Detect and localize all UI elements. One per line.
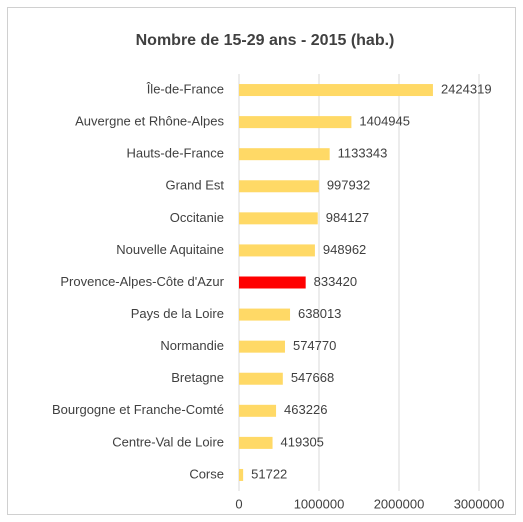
- value-label: 984127: [326, 210, 369, 225]
- value-label: 51722: [251, 466, 287, 481]
- value-label: 1133343: [338, 146, 388, 161]
- x-tick-label: 3000000: [454, 496, 505, 511]
- value-label: 574770: [293, 338, 336, 353]
- y-tick-label: Bourgogne et Franche-Comté: [52, 402, 224, 417]
- x-tick-label: 2000000: [374, 496, 425, 511]
- y-tick-label: Normandie: [160, 338, 224, 353]
- y-tick-label: Auvergne et Rhône-Alpes: [75, 114, 224, 129]
- value-label: 997932: [327, 178, 370, 193]
- y-tick-label: Occitanie: [170, 210, 224, 225]
- bar: [239, 404, 277, 417]
- bar: [239, 212, 318, 225]
- bar: [239, 436, 273, 449]
- y-tick-label: Île-de-France: [146, 81, 224, 96]
- value-label: 2424319: [441, 81, 492, 96]
- x-tick-label: 1000000: [294, 496, 345, 511]
- y-tick-label: Centre-Val de Loire: [112, 434, 224, 449]
- y-tick-label: Corse: [189, 466, 224, 481]
- bar: [239, 340, 285, 353]
- y-tick-label: Pays de la Loire: [131, 306, 224, 321]
- bar: [239, 116, 352, 129]
- y-tick-label: Bretagne: [171, 370, 224, 385]
- value-label: 1404945: [359, 114, 410, 129]
- bar: [239, 244, 315, 257]
- bar: [239, 308, 291, 321]
- bar: [239, 180, 319, 193]
- bar: [239, 372, 283, 385]
- value-label: 463226: [284, 402, 327, 417]
- chart-title: Nombre de 15-29 ans - 2015 (hab.): [136, 32, 395, 49]
- y-tick-label: Provence-Alpes-Côte d'Azur: [60, 274, 224, 289]
- bar: [239, 468, 244, 481]
- value-label: 833420: [314, 274, 357, 289]
- value-label: 547668: [291, 370, 334, 385]
- y-tick-label: Hauts-de-France: [126, 146, 224, 161]
- bar: [239, 84, 433, 97]
- bar: [239, 276, 306, 289]
- bar: [239, 148, 330, 161]
- value-label: 948962: [323, 242, 366, 257]
- value-label: 419305: [281, 434, 324, 449]
- y-tick-label: Grand Est: [165, 178, 224, 193]
- value-label: 638013: [298, 306, 341, 321]
- x-tick-label: 0: [235, 496, 242, 511]
- y-tick-label: Nouvelle Aquitaine: [116, 242, 224, 257]
